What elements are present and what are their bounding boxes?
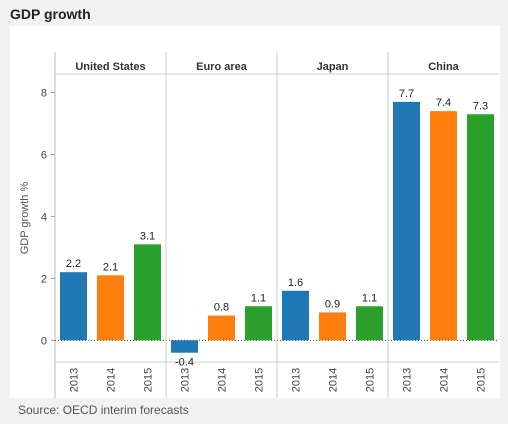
x-tick-label: 2014 — [217, 368, 229, 392]
title-bar: GDP growth — [0, 0, 508, 26]
panel-header-china: China — [428, 61, 459, 73]
source-note: Source: OECD interim forecasts — [18, 403, 189, 417]
y-tick-label: 6 — [41, 150, 47, 162]
bar-euro-area-2013 — [171, 340, 198, 353]
x-tick-label: 2013 — [402, 368, 414, 392]
panel-header-japan: Japan — [317, 61, 349, 73]
bar-china-2013 — [393, 101, 420, 341]
bar-united-states-2014 — [97, 275, 124, 341]
x-tick-label: 2014 — [439, 368, 451, 392]
value-label-united-states-2014: 2.1 — [103, 261, 118, 273]
x-tick-label: 2013 — [69, 368, 81, 392]
value-label-euro-area-2015: 1.1 — [251, 292, 266, 304]
bar-euro-area-2015 — [245, 306, 272, 341]
bar-china-2014 — [430, 111, 457, 341]
x-tick-label: 2015 — [143, 368, 155, 392]
bar-china-2015 — [467, 114, 494, 341]
y-tick-label: 4 — [41, 211, 47, 223]
bar-japan-2015 — [356, 306, 383, 341]
value-label-japan-2013: 1.6 — [288, 277, 303, 289]
x-tick-label: 2014 — [328, 368, 340, 392]
value-label-china-2015: 7.3 — [473, 100, 488, 112]
value-label-china-2013: 7.7 — [399, 88, 414, 100]
bar-united-states-2015 — [134, 244, 161, 341]
y-tick-label: 0 — [41, 335, 47, 347]
value-label-japan-2014: 0.9 — [325, 298, 340, 310]
x-tick-label: 2013 — [180, 368, 192, 392]
x-tick-label: 2014 — [106, 368, 118, 392]
value-label-euro-area-2014: 0.8 — [214, 302, 229, 314]
panel-header-united-states: United States — [75, 61, 145, 73]
x-tick-label: 2015 — [476, 368, 488, 392]
y-axis-label: GDP growth % — [19, 182, 31, 255]
y-tick-label: 8 — [41, 88, 47, 100]
x-tick-label: 2015 — [365, 368, 377, 392]
bar-united-states-2013 — [60, 272, 87, 341]
value-label-united-states-2015: 3.1 — [140, 230, 155, 242]
bar-japan-2014 — [319, 312, 346, 341]
value-label-united-states-2013: 2.2 — [66, 258, 81, 270]
value-label-japan-2015: 1.1 — [362, 292, 377, 304]
x-tick-label: 2013 — [291, 368, 303, 392]
bar-euro-area-2014 — [208, 315, 235, 341]
x-tick-label: 2015 — [254, 368, 266, 392]
y-tick-label: 2 — [41, 273, 47, 285]
gdp-growth-chart: GDP growth % 0 2 4 6 8 United States 2.2 2013 2.1… — [19, 52, 499, 398]
bar-japan-2013 — [282, 290, 309, 341]
panel-header-euro-area: Euro area — [196, 61, 248, 73]
chart-title: GDP growth — [10, 6, 91, 22]
value-label-china-2014: 7.4 — [436, 97, 451, 109]
value-label-euro-area-2013: -0.4 — [175, 357, 194, 369]
chart-panel: GDP growth % 0 2 4 6 8 United States 2.2 2013 2.1… — [10, 26, 500, 398]
